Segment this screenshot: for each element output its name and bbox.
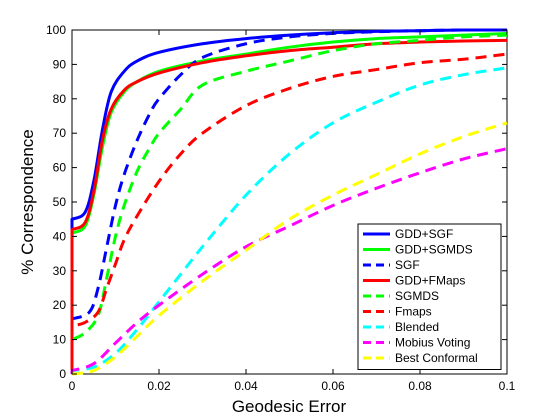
series-line-sgmds [70,33,508,374]
x-tick-label: 0.02 [147,379,171,393]
series-line-mobius-voting [70,147,508,374]
legend-label: Fmaps [395,305,432,319]
legend-label: GDD+FMaps [395,274,465,288]
legend-label: Best Conformal [395,351,478,365]
tick-labels: 0 0.02 0.04 0.06 0.08 0.1 0 10 20 30 40 50 60 70 80 90 1… [46,23,516,393]
x-tick-label: 0.06 [321,379,345,393]
legend-label: SGF [395,258,420,272]
legend-label: GDD+SGMDS [395,243,473,257]
y-tick-label: 100 [46,23,66,37]
y-tick-label: 20 [53,298,67,312]
series-line-fmaps [70,52,508,374]
x-axis-label: Geodesic Error [232,397,347,416]
y-tick-label: 0 [59,367,66,381]
series-line-sgf [70,28,508,374]
x-tick-label: 0 [69,379,76,393]
legend-label: Blended [395,320,439,334]
legend-label: GDD+SGF [395,227,453,241]
y-tick-label: 80 [53,92,67,106]
y-tick-label: 50 [53,195,67,209]
x-tick-label: 0.1 [499,379,516,393]
series-lines [70,28,508,376]
y-tick-label: 90 [53,57,67,71]
y-tick-label: 40 [53,229,67,243]
legend-label: Mobius Voting [395,336,470,350]
y-tick-label: 60 [53,161,67,175]
x-tick-label: 0.04 [234,379,258,393]
series-line-best-conformal [71,121,508,376]
x-tick-label: 0.08 [408,379,432,393]
series-line-blended [70,66,508,374]
y-tick-label: 30 [53,264,67,278]
legend-label: SGMDS [395,289,439,303]
y-tick-label: 70 [53,126,67,140]
y-axis-label: % Correspondence [18,129,37,275]
y-tick-label: 10 [53,333,67,347]
